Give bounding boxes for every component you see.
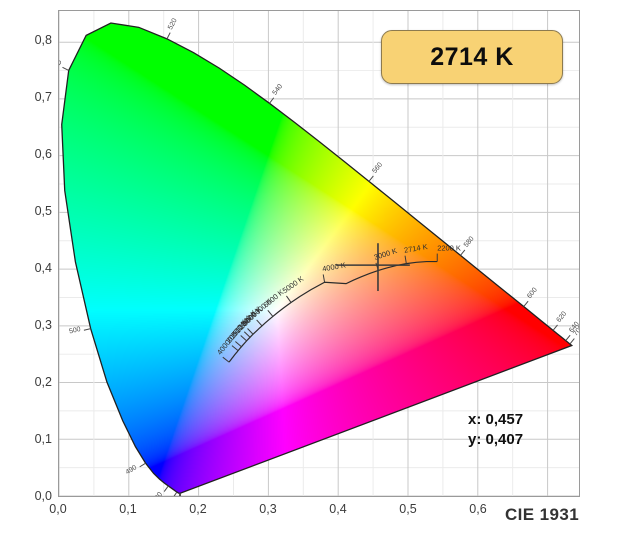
color-temperature-badge[interactable]: 2714 K <box>381 30 563 84</box>
y-tick-8: 0,0 <box>34 489 52 503</box>
x-tick-5: 0,5 <box>399 502 417 516</box>
readout-y: y: 0,407 <box>468 431 524 448</box>
y-axis: 0,8 0,7 0,6 0,5 0,4 0,3 0,2 0,1 0,0 <box>0 0 52 550</box>
svg-text:540: 540 <box>272 83 285 97</box>
svg-text:700: 700 <box>572 324 579 338</box>
y-tick-1: 0,7 <box>34 90 52 104</box>
svg-text:600: 600 <box>526 287 539 301</box>
y-tick-6: 0,2 <box>34 375 52 389</box>
x-tick-3: 0,3 <box>259 502 277 516</box>
x-tick-6: 0,6 <box>469 502 487 516</box>
x-axis: 0,0 0,1 0,2 0,3 0,4 0,5 0,6 <box>0 503 620 523</box>
svg-text:2714 K: 2714 K <box>403 242 428 255</box>
svg-text:640: 640 <box>568 321 579 335</box>
svg-text:500: 500 <box>69 326 82 335</box>
x-tick-4: 0,4 <box>329 502 347 516</box>
svg-text:4000 K: 4000 K <box>322 260 347 273</box>
plot-area: 3804604704804905005105205405605806006206… <box>58 10 580 497</box>
y-tick-7: 0,1 <box>34 432 52 446</box>
y-tick-3: 0,5 <box>34 204 52 218</box>
y-tick-4: 0,4 <box>34 261 52 275</box>
svg-text:510: 510 <box>59 56 62 68</box>
planckian-locus <box>228 260 438 363</box>
x-tick-1: 0,1 <box>119 502 137 516</box>
measurement-crosshair <box>336 243 410 292</box>
svg-text:620: 620 <box>556 310 569 324</box>
y-tick-2: 0,6 <box>34 147 52 161</box>
svg-text:490: 490 <box>125 464 139 476</box>
svg-text:520: 520 <box>167 17 179 31</box>
svg-text:480: 480 <box>152 491 165 496</box>
standard-label: CIE 1931 <box>505 505 580 524</box>
readout-x: x: 0,457 <box>468 411 524 428</box>
svg-text:580: 580 <box>463 235 476 249</box>
x-tick-2: 0,2 <box>189 502 207 516</box>
y-tick-0: 0,8 <box>34 33 52 47</box>
x-tick-0: 0,0 <box>49 502 67 516</box>
chromaticity-canvas: 3804604704804905005105205405605806006206… <box>59 11 579 496</box>
y-tick-5: 0,3 <box>34 318 52 332</box>
svg-text:2200 K: 2200 K <box>437 244 461 253</box>
chromaticity-readout: x: 0,457 y: 0,407 <box>468 410 523 450</box>
color-temperature-value: 2714 K <box>430 42 514 71</box>
